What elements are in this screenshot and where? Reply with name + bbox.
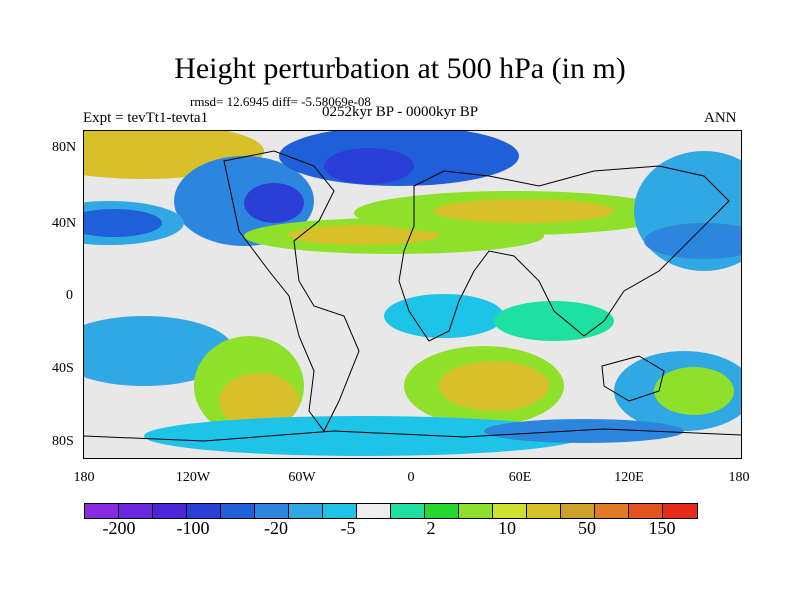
colorbar-swatch <box>561 504 595 518</box>
colorbar <box>84 503 698 519</box>
lat-tick-40s: 40S <box>52 361 74 376</box>
lon-tick-180w: 180 <box>73 470 95 485</box>
plot-title: Height perturbation at 500 hPa (in m) <box>174 52 626 85</box>
lon-tick-60w: 60W <box>288 470 316 485</box>
lon-tick-0: 0 <box>407 470 415 485</box>
lon-tick-120e: 120E <box>614 470 644 485</box>
colorbar-swatch <box>221 504 255 518</box>
colorbar-label: 10 <box>498 518 516 538</box>
map-panel <box>83 130 742 459</box>
colorbar-swatch <box>527 504 561 518</box>
period-label: 0252kyr BP - 0000kyr BP <box>322 104 479 120</box>
colorbar-label: -100 <box>176 518 210 538</box>
stats-text: rmsd= 12.6945 diff= -5.58069e-08 <box>190 94 371 109</box>
lon-tick-60e: 60E <box>508 470 532 485</box>
colorbar-label: -20 <box>264 518 288 538</box>
colorbar-swatch <box>255 504 289 518</box>
colorbar-swatch <box>595 504 629 518</box>
colorbar-swatch <box>289 504 323 518</box>
colorbar-label: -200 <box>102 518 136 538</box>
colorbar-swatch <box>119 504 153 518</box>
colorbar-swatch <box>323 504 357 518</box>
colorbar-swatch <box>425 504 459 518</box>
lat-tick-80s: 80S <box>52 434 74 449</box>
colorbar-swatch <box>459 504 493 518</box>
colorbar-swatch <box>187 504 221 518</box>
lon-tick-120w: 120W <box>175 470 211 485</box>
colorbar-swatch <box>663 504 697 518</box>
lat-tick-80n: 80N <box>52 140 77 155</box>
colorbar-swatch <box>153 504 187 518</box>
experiment-label: Expt = tevTt1-tevta1 <box>83 110 209 126</box>
lat-tick-40n: 40N <box>52 216 77 231</box>
colorbar-label: -5 <box>340 518 356 538</box>
colorbar-label: 150 <box>648 518 676 538</box>
lon-tick-180e: 180 <box>728 470 750 485</box>
colorbar-swatch <box>493 504 527 518</box>
lat-tick-equator: 0 <box>66 288 73 303</box>
colorbar-swatch <box>629 504 663 518</box>
colorbar-label: 50 <box>578 518 596 538</box>
map-field <box>84 131 741 458</box>
colorbar-label: 2 <box>426 518 436 538</box>
season-label: ANN <box>704 110 737 126</box>
colorbar-swatch <box>85 504 119 518</box>
colorbar-swatch <box>391 504 425 518</box>
colorbar-swatch <box>357 504 391 518</box>
